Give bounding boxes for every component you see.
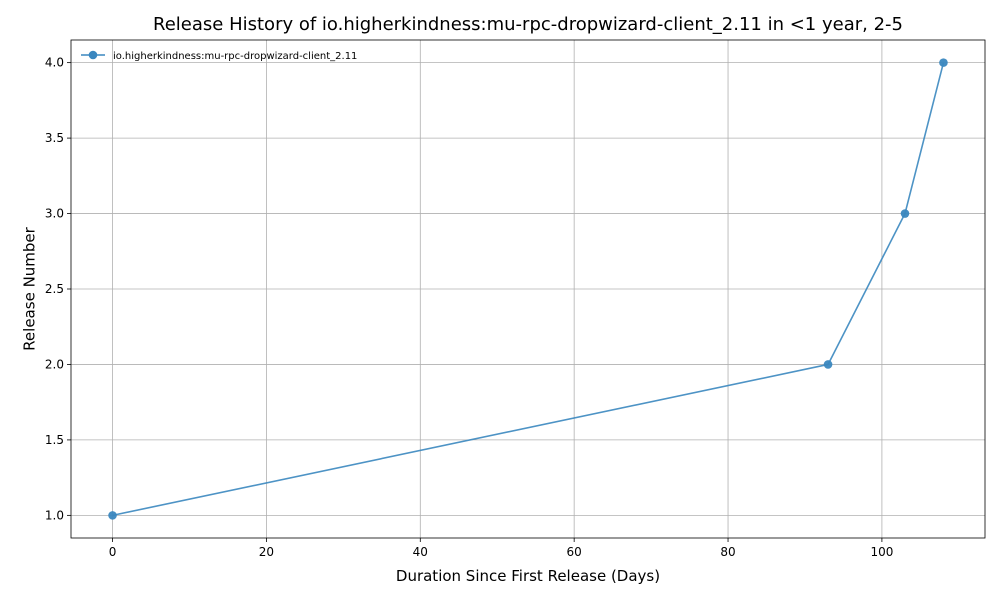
data-point [900, 209, 910, 218]
series-layer [108, 58, 948, 520]
x-tick-label: 20 [259, 545, 274, 559]
y-tick-label: 1.0 [45, 508, 64, 522]
series-line [112, 62, 945, 517]
x-tick-label: 0 [109, 545, 117, 559]
x-tick-label: 80 [720, 545, 735, 559]
x-tick-label: 40 [413, 545, 428, 559]
data-point [939, 58, 948, 67]
y-tick-label: 4.0 [45, 56, 64, 70]
x-axis-ticks: 0 20 40 60 80 100 [109, 538, 893, 559]
y-tick-label: 3.0 [45, 207, 64, 221]
chart-title: Release History of io.higherkindness:mu-… [153, 14, 903, 35]
grid [71, 40, 985, 538]
y-tick-label: 1.5 [45, 433, 64, 447]
y-tick-label: 3.5 [45, 131, 64, 145]
x-tick-label: 100 [870, 545, 893, 559]
y-axis-title: Release Number [20, 226, 38, 350]
data-point [108, 511, 117, 520]
x-tick-label: 60 [567, 545, 582, 559]
legend-label: io.higherkindness:mu-rpc-dropwizard-clie… [113, 51, 357, 62]
y-tick-label: 2.0 [45, 357, 64, 371]
y-tick-label: 2.5 [45, 282, 64, 296]
data-point [823, 360, 833, 369]
x-axis-title: Duration Since First Release (Days) [396, 567, 660, 585]
legend: io.higherkindness:mu-rpc-dropwizard-clie… [81, 50, 357, 62]
legend-marker-icon [88, 50, 98, 60]
y-axis-ticks: 1.0 1.5 2.0 2.5 3.0 3.5 4.0 [45, 56, 71, 522]
